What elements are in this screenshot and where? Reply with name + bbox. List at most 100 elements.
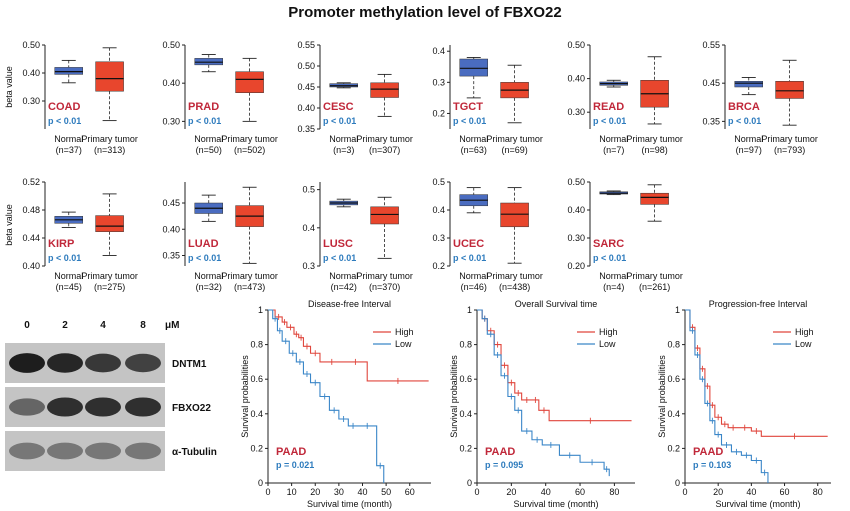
x-tick-label: 60 [575, 487, 585, 497]
box-tumor [370, 82, 399, 98]
y-tick-label: 0.4 [250, 409, 263, 419]
dose-unit: μM [165, 320, 179, 331]
y-tick-label: 0.35 [297, 124, 315, 134]
group-count: (n=50) [196, 145, 222, 155]
y-tick-label: 0.2 [432, 261, 445, 271]
group-label: Primary tumor [626, 271, 683, 281]
x-axis-label: Survival time (month) [715, 499, 800, 509]
blot-band [85, 442, 121, 460]
legend-low-label: Low [599, 339, 616, 349]
p-value: p < 0.01 [593, 116, 626, 126]
p-value: p < 0.01 [728, 116, 761, 126]
p-value: p < 0.01 [593, 253, 626, 263]
blot-band [9, 353, 45, 373]
km-plot-2: 0 0.2 0.4 0.6 0.8 1 0 20 40 60 80 Overall Survival … [449, 299, 635, 509]
group-label: Primary tumor [81, 271, 138, 281]
group-label: Normal [194, 271, 223, 281]
group-count: (n=32) [196, 282, 222, 292]
y-tick-label: 0.4 [302, 223, 315, 233]
group-count: (n=69) [501, 145, 527, 155]
group-count: (n=275) [94, 282, 125, 292]
x-tick-label: 0 [474, 487, 479, 497]
cancer-label: READ [593, 101, 624, 113]
box-tumor [95, 61, 124, 92]
y-tick-label: 0.3 [432, 77, 445, 87]
y-tick-label: 0 [258, 478, 263, 488]
group-label: Primary tumor [81, 134, 138, 144]
cancer-label: COAD [48, 101, 80, 113]
y-tick-label: 0.40 [297, 103, 315, 113]
y-tick-label: 0.40 [162, 224, 180, 234]
blot-band [9, 398, 45, 416]
y-tick-label: 0.40 [22, 261, 40, 271]
group-label: Primary tumor [486, 134, 543, 144]
box-tumor [500, 202, 529, 228]
cancer-label: BRCA [728, 101, 760, 113]
group-label: Normal [459, 271, 488, 281]
group-label: Normal [194, 134, 223, 144]
group-label: Normal [734, 134, 763, 144]
cancer-label: PAAD [485, 446, 515, 458]
legend-high-label: High [599, 327, 618, 337]
group-count: (n=63) [461, 145, 487, 155]
group-count: (n=37) [56, 145, 82, 155]
group-count: (n=502) [234, 145, 265, 155]
blot-band [9, 442, 45, 460]
dose-label: 4 [100, 320, 106, 331]
boxplot-prad: 0.30 0.40 0.50 Normal(n=50)Primary tumor(n=… [162, 40, 277, 155]
y-tick-label: 0.40 [22, 68, 40, 78]
p-value: p < 0.01 [453, 253, 486, 263]
group-count: (n=473) [234, 282, 265, 292]
boxplot-luad: 0.35 0.40 0.45 Normal(n=32)Primary tumor(n=… [162, 182, 278, 292]
blot-band [47, 442, 83, 460]
blot-band [125, 353, 161, 373]
y-tick-label: 0 [675, 478, 680, 488]
y-tick-label: 0.40 [162, 78, 180, 88]
y-tick-label: 0.30 [22, 96, 40, 106]
group-count: (n=7) [603, 145, 624, 155]
km-title: Progression-free Interval [709, 299, 808, 309]
blot-band [125, 442, 161, 460]
x-tick-label: 80 [609, 487, 619, 497]
y-tick-label: 0.48 [22, 205, 40, 215]
group-count: (n=313) [94, 145, 125, 155]
p-value: p < 0.01 [323, 253, 356, 263]
boxplot-sarc: 0.20 0.30 0.40 0.50 Normal(n=4)Primary tumor… [567, 177, 682, 292]
p-value: p < 0.01 [188, 253, 221, 263]
y-tick-label: 0 [467, 478, 472, 488]
y-tick-label: 0.2 [667, 443, 680, 453]
y-axis-label: beta value [4, 66, 14, 108]
x-tick-label: 10 [287, 487, 297, 497]
boxplot-tgct: 0.2 0.3 0.4 Normal(n=63)Primary tumor(n=69)… [432, 45, 543, 155]
box-tumor [235, 71, 264, 93]
group-count: (n=3) [333, 145, 354, 155]
y-tick-label: 0.8 [250, 340, 263, 350]
cancer-label: PAAD [693, 446, 723, 458]
cancer-label: LUSC [323, 238, 353, 250]
x-axis-label: Survival time (month) [513, 499, 598, 509]
group-count: (n=307) [369, 145, 400, 155]
y-tick-label: 0.45 [297, 82, 315, 92]
km-title: Overall Survival time [515, 299, 598, 309]
y-tick-label: 0.50 [22, 40, 40, 50]
box-tumor [775, 81, 804, 99]
y-tick-label: 0.2 [459, 443, 472, 453]
box-normal [734, 81, 763, 88]
cancer-label: UCEC [453, 238, 484, 250]
boxplot-lusc: 0.3 0.4 0.5 Normal(n=42)Primary tumor(n=370… [302, 182, 413, 292]
y-tick-label: 0.3 [432, 233, 445, 243]
blot-band [47, 397, 83, 417]
x-tick-label: 30 [334, 487, 344, 497]
box-normal [54, 67, 83, 75]
blot-band [85, 397, 121, 417]
y-tick-label: 0.4 [667, 409, 680, 419]
y-tick-label: 0.2 [432, 108, 445, 118]
blot-band [85, 353, 121, 373]
y-tick-label: 0.8 [459, 340, 472, 350]
group-count: (n=45) [56, 282, 82, 292]
boxplot-read: 0.30 0.40 0.50 Normal(n=7)Primary tumor(n=9… [567, 40, 682, 155]
y-axis-label: Survival probabilities [657, 355, 667, 438]
y-tick-label: 0.30 [162, 116, 180, 126]
